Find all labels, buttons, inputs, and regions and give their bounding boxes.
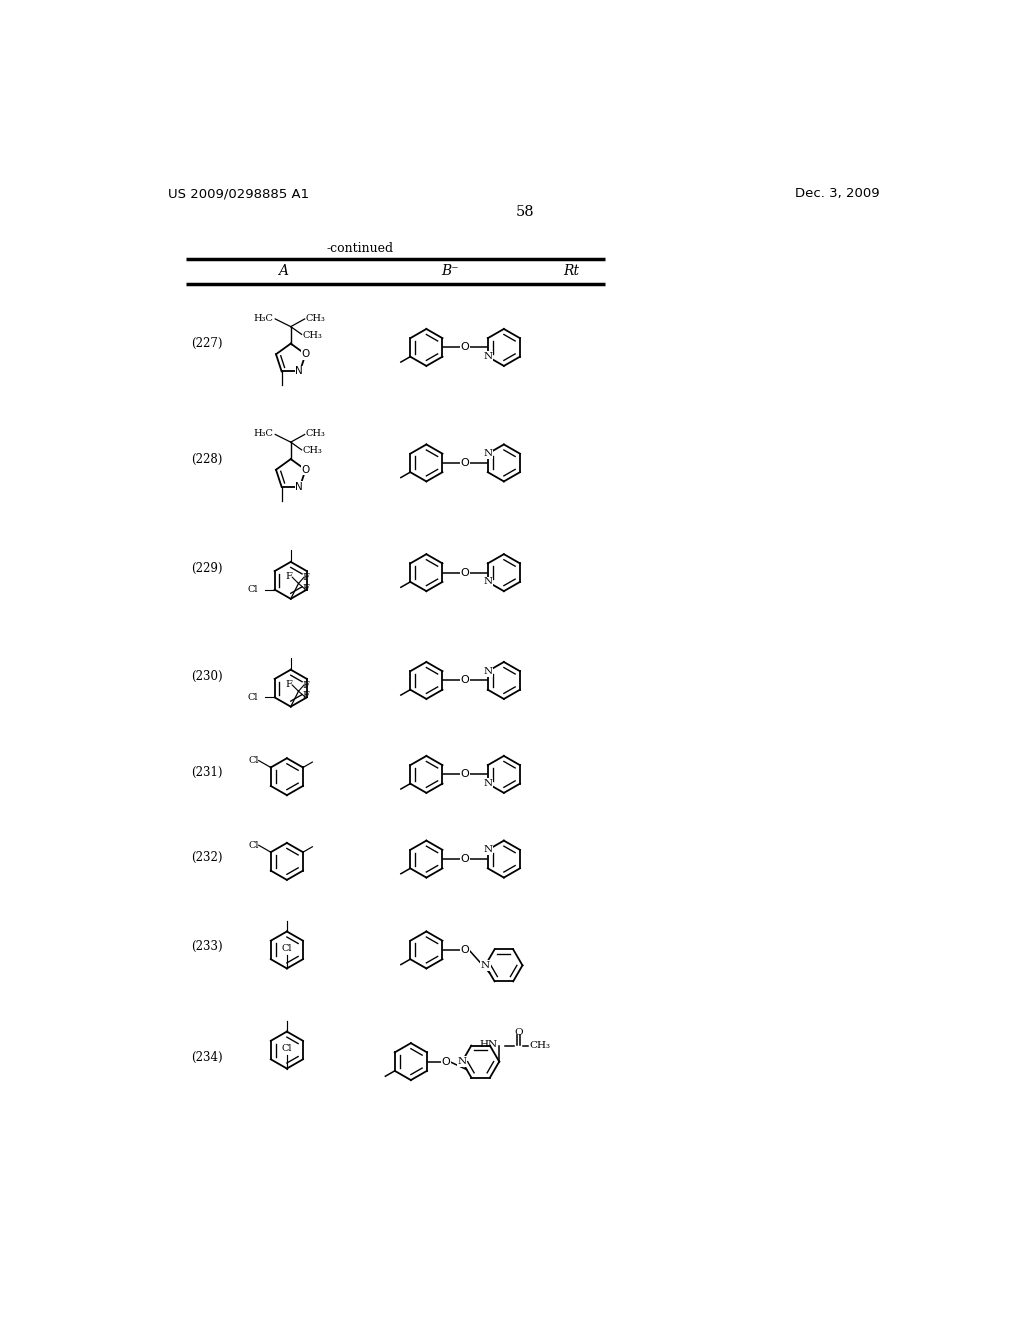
Text: N: N [295,367,303,376]
Text: F: F [286,680,293,689]
Text: F: F [302,681,309,689]
Text: (233): (233) [191,940,223,953]
Text: F: F [302,573,309,582]
Text: O: O [461,770,469,779]
Text: O: O [301,350,309,359]
Text: CH₃: CH₃ [302,330,323,339]
Text: N: N [483,779,493,788]
Text: Cl: Cl [248,585,258,594]
Text: (232): (232) [191,851,223,865]
Text: N: N [483,352,493,362]
Text: N: N [458,1057,467,1067]
Text: N: N [483,845,493,854]
Text: H₃C: H₃C [254,314,273,322]
Text: Dec. 3, 2009: Dec. 3, 2009 [795,187,880,201]
Text: CH₃: CH₃ [305,429,326,438]
Text: US 2009/0298885 A1: US 2009/0298885 A1 [168,187,309,201]
Text: N: N [483,449,493,458]
Text: N: N [483,667,493,676]
Text: N: N [295,482,303,492]
Text: O: O [461,458,469,467]
Text: F: F [286,572,293,581]
Text: Rt: Rt [563,264,580,279]
Text: H₃C: H₃C [254,429,273,438]
Text: Cl: Cl [248,693,258,702]
Text: O: O [461,854,469,865]
Text: B⁻: B⁻ [440,264,459,279]
Text: (227): (227) [191,337,223,350]
Text: CH₃: CH₃ [529,1041,551,1049]
Text: Cl: Cl [282,944,292,953]
Text: HN: HN [479,1040,498,1049]
Text: N: N [480,961,489,970]
Text: O: O [461,945,469,954]
Text: CH₃: CH₃ [302,446,323,455]
Text: (229): (229) [191,562,223,576]
Text: -continued: -continued [327,242,394,255]
Text: Cl: Cl [282,1044,292,1053]
Text: O: O [441,1056,451,1067]
Text: (228): (228) [191,453,223,466]
Text: 58: 58 [515,206,535,219]
Text: O: O [514,1028,523,1036]
Text: O: O [461,676,469,685]
Text: O: O [461,342,469,352]
Text: Cl: Cl [248,841,259,850]
Text: F: F [303,583,309,593]
Text: O: O [461,568,469,578]
Text: CH₃: CH₃ [305,314,326,322]
Text: (234): (234) [191,1051,223,1064]
Text: O: O [301,465,309,475]
Text: F: F [303,692,309,701]
Text: N: N [483,577,493,586]
Text: A: A [278,264,288,279]
Text: Cl: Cl [248,756,259,766]
Text: (230): (230) [191,671,223,684]
Text: (231): (231) [191,767,223,779]
